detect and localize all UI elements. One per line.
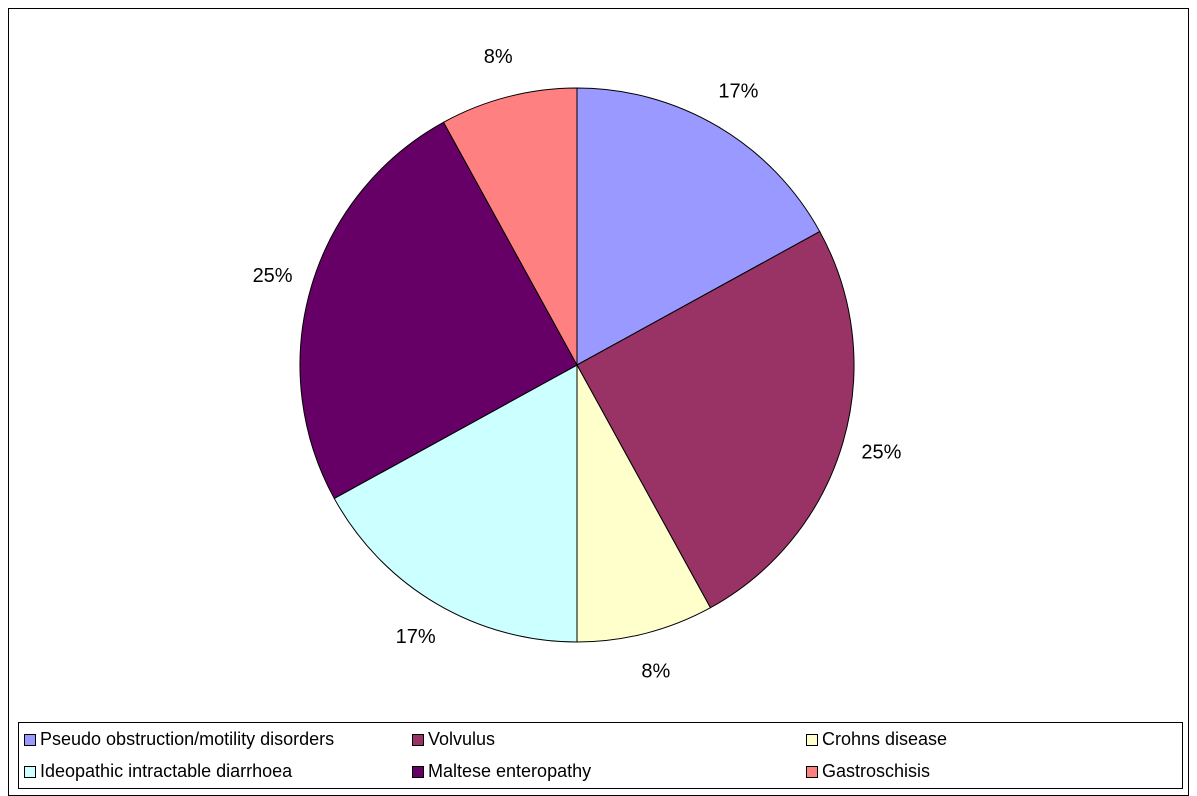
legend: Pseudo obstruction/motility disorders Vol…: [24, 729, 947, 781]
pie-slice: [576, 230, 855, 609]
data-label: 17%: [718, 80, 758, 102]
legend-box: [18, 722, 1183, 789]
legend-swatch: [806, 734, 818, 746]
data-label: 25%: [861, 442, 901, 464]
legend-label: Ideopathic intractable diarrhoea: [40, 761, 293, 781]
pie-slice: [576, 364, 712, 643]
legend-swatch: [24, 734, 36, 746]
data-label: 8%: [484, 46, 513, 68]
legend-label: Crohns disease: [822, 729, 947, 749]
data-label: 25%: [253, 265, 293, 287]
data-label: 8%: [641, 660, 670, 682]
pie-slice: [442, 87, 578, 366]
legend-label: Gastroschisis: [822, 761, 930, 781]
data-label: 17%: [396, 626, 436, 648]
legend-label: Maltese enteropathy: [428, 761, 591, 781]
legend-swatch: [412, 766, 424, 778]
legend-label: Pseudo obstruction/motility disorders: [40, 729, 334, 749]
legend-swatch: [806, 766, 818, 778]
legend-swatch: [24, 766, 36, 778]
pie-slice: [576, 87, 821, 366]
legend-swatch: [412, 734, 424, 746]
legend-label: Volvulus: [428, 729, 495, 749]
pie-slice: [333, 364, 578, 643]
pie-slice: [299, 121, 578, 500]
